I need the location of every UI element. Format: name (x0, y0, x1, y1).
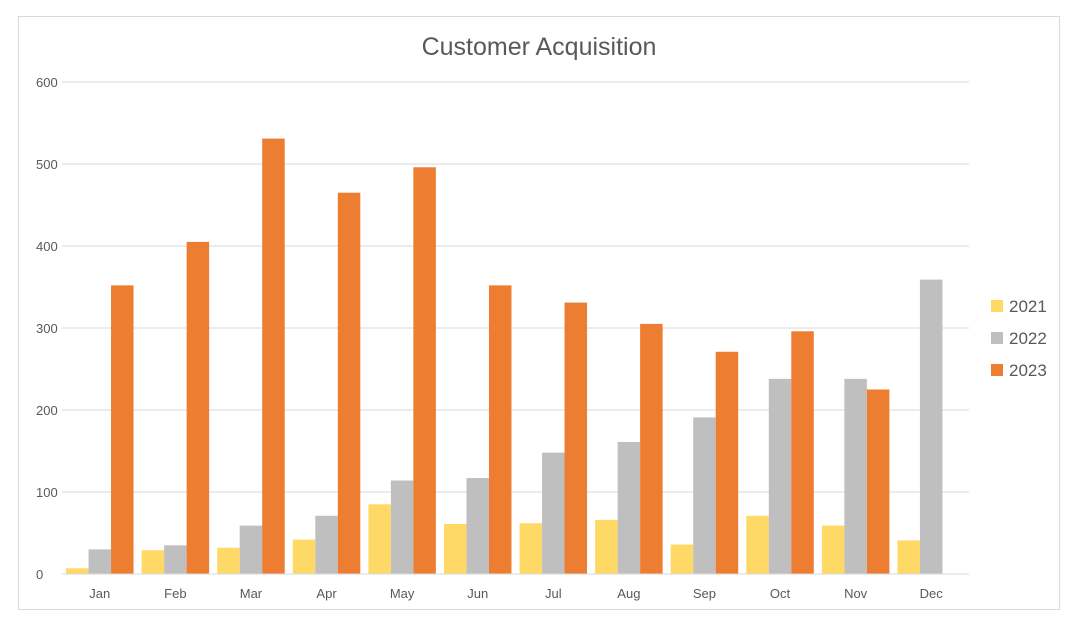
x-tick-label: Feb (164, 586, 186, 601)
bar-2022-aug (617, 441, 641, 574)
x-tick-label: May (390, 586, 415, 601)
bar-2023-nov (866, 389, 890, 574)
x-tick-label: Oct (770, 586, 791, 601)
bar-2021-mar (217, 547, 240, 574)
bar-2021-jan (66, 568, 89, 574)
x-tick-label: Apr (316, 586, 337, 601)
bar-2023-jan (111, 285, 134, 574)
y-tick-label: 100 (36, 485, 58, 500)
bar-2021-nov (821, 525, 845, 574)
bars (66, 138, 943, 574)
y-axis-ticks: 0 100 200 300 400 500 600 (36, 75, 58, 582)
bar-2021-jul (519, 523, 543, 574)
x-tick-label: Mar (240, 586, 263, 601)
legend-label: 2023 (1009, 361, 1047, 380)
bar-2022-jul (542, 452, 565, 574)
bar-2023-oct (791, 331, 814, 574)
bar-2021-aug (595, 519, 618, 574)
bar-2022-jan (88, 549, 112, 574)
bar-2023-sep (715, 351, 739, 574)
bar-2023-aug (640, 323, 663, 574)
bar-2022-jun (466, 478, 489, 574)
x-tick-label: Sep (693, 586, 716, 601)
bar-2023-apr (337, 192, 361, 574)
x-axis-ticks: Jan Feb Mar Apr May Jun Jul Aug Sep Oct Nov Dec (89, 586, 943, 601)
bar-2022-oct (768, 378, 792, 574)
bar-2021-sep (670, 544, 694, 574)
y-tick-label: 600 (36, 75, 58, 90)
y-tick-label: 500 (36, 157, 58, 172)
y-tick-label: 0 (36, 567, 43, 582)
bar-2021-dec (897, 540, 920, 574)
bar-2022-may (390, 480, 414, 574)
legend-label: 2022 (1009, 329, 1047, 348)
bar-2023-mar (262, 138, 285, 574)
legend: 2021 2022 2023 (991, 297, 1047, 380)
bar-2022-mar (239, 525, 263, 574)
bar-2022-feb (164, 545, 187, 574)
bar-2021-apr (292, 539, 316, 574)
chart-title: Customer Acquisition (422, 33, 657, 61)
bar-2022-apr (315, 515, 338, 574)
legend-swatch-2023 (991, 364, 1003, 376)
bar-2022-nov (844, 378, 867, 574)
legend-swatch-2021 (991, 300, 1003, 312)
x-tick-label: Jan (89, 586, 110, 601)
x-tick-label: Aug (617, 586, 640, 601)
x-tick-label: Nov (844, 586, 868, 601)
y-tick-label: 200 (36, 403, 58, 418)
bar-2023-feb (186, 241, 210, 574)
x-tick-label: Dec (920, 586, 944, 601)
bar-2021-jun (443, 523, 467, 574)
legend-label: 2021 (1009, 297, 1047, 316)
y-tick-label: 300 (36, 321, 58, 336)
bar-2023-may (413, 167, 436, 574)
bar-2021-may (368, 504, 391, 574)
bar-2023-jul (564, 302, 588, 574)
bar-2021-feb (141, 550, 165, 574)
y-tick-label: 400 (36, 239, 58, 254)
bar-2021-oct (746, 515, 769, 574)
bar-2023-jun (488, 285, 512, 574)
legend-swatch-2022 (991, 332, 1003, 344)
gridlines (62, 81, 969, 493)
x-tick-label: Jun (467, 586, 488, 601)
bar-2022-sep (693, 417, 716, 574)
x-tick-label: Jul (545, 586, 562, 601)
bar-2022-dec (919, 279, 943, 574)
